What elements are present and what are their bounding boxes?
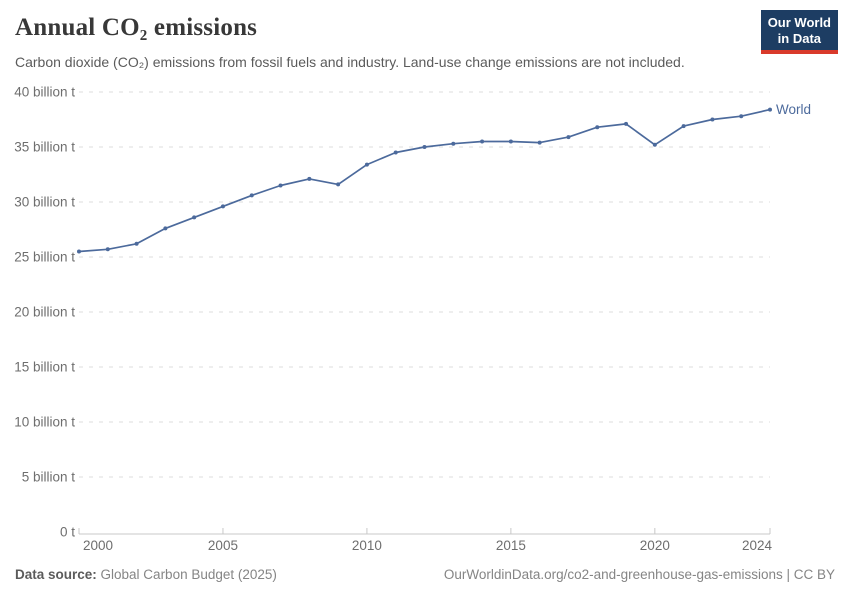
data-point[interactable]	[681, 124, 686, 129]
x-axis-label: 2005	[208, 538, 238, 553]
owid-logo-line1: Our World	[767, 15, 831, 30]
owid-logo[interactable]: Our World in Data	[760, 10, 838, 54]
data-point[interactable]	[710, 117, 715, 122]
page-title: Annual CO₂ emissions	[15, 14, 258, 41]
data-point[interactable]	[422, 145, 427, 149]
y-axis-label: 30 billion t	[14, 195, 75, 210]
series-label-world[interactable]: World	[776, 102, 811, 117]
data-point[interactable]	[624, 121, 629, 126]
data-point[interactable]	[278, 183, 283, 188]
data-point[interactable]	[537, 140, 542, 145]
data-source-label: Data source:	[15, 567, 97, 582]
chart-footer: Data source: Global Carbon Budget (2025)…	[15, 567, 835, 582]
x-axis-label: 2010	[352, 538, 382, 553]
y-axis-label: 10 billion t	[14, 415, 75, 430]
x-axis-label: 2000	[83, 538, 113, 553]
x-axis-label: 2024	[742, 538, 773, 553]
data-point[interactable]	[336, 182, 341, 187]
y-axis-label: 15 billion t	[14, 360, 75, 375]
data-source-value: Global Carbon Budget (2025)	[96, 567, 277, 582]
data-point[interactable]	[652, 142, 657, 147]
data-point[interactable]	[77, 249, 81, 254]
footer-link[interactable]: OurWorldinData.org/co2-and-greenhouse-ga…	[443, 567, 835, 582]
data-point[interactable]	[768, 107, 772, 112]
data-point[interactable]	[480, 139, 485, 144]
y-axis-label: 35 billion t	[14, 140, 75, 155]
data-point[interactable]	[307, 176, 312, 181]
data-point[interactable]	[393, 150, 398, 155]
data-point[interactable]	[220, 204, 225, 209]
chart-subtitle: Carbon dioxide (CO₂) emissions from foss…	[15, 54, 685, 70]
owid-logo-line2: in Data	[777, 30, 822, 46]
data-source: Data source: Global Carbon Budget (2025)	[15, 567, 277, 582]
data-point[interactable]	[566, 135, 571, 140]
y-axis-label: 40 billion t	[14, 85, 75, 100]
x-axis-label: 2015	[496, 538, 526, 553]
data-point[interactable]	[163, 226, 168, 231]
data-point[interactable]	[739, 114, 744, 119]
emissions-line[interactable]	[78, 108, 771, 253]
data-point[interactable]	[364, 162, 369, 167]
y-axis-label: 5 billion t	[22, 470, 76, 485]
data-point[interactable]	[508, 139, 513, 144]
data-point[interactable]	[249, 193, 254, 198]
y-axis-label: 0 t	[60, 525, 75, 540]
y-axis-label: 25 billion t	[14, 250, 75, 265]
y-axis-label: 20 billion t	[14, 305, 75, 320]
data-point[interactable]	[451, 141, 456, 146]
data-point[interactable]	[105, 247, 110, 252]
data-point[interactable]	[595, 125, 600, 130]
data-point[interactable]	[192, 215, 197, 220]
data-point[interactable]	[134, 241, 139, 246]
x-axis-label: 2020	[640, 538, 670, 553]
